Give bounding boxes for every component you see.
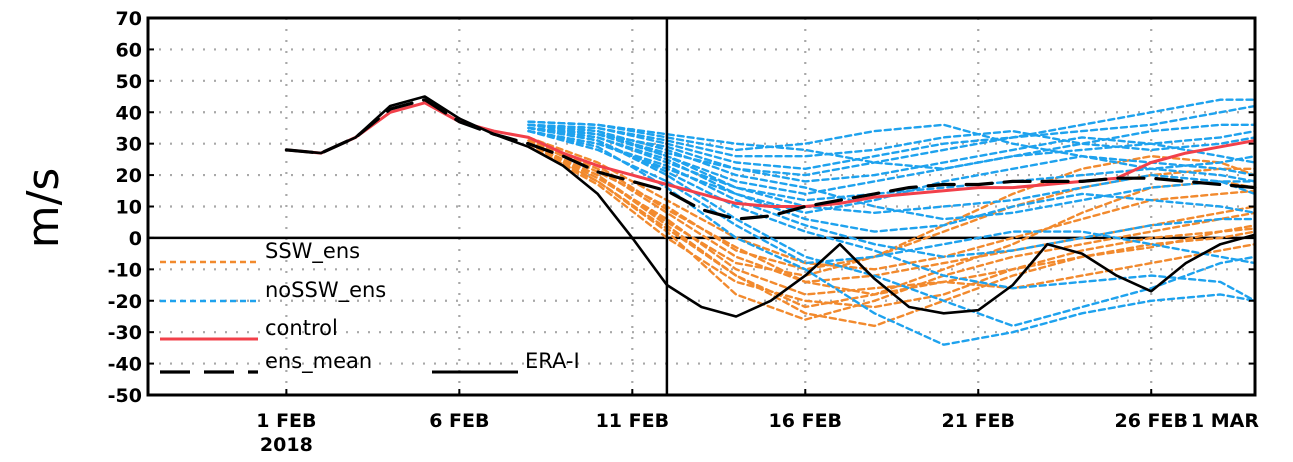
series-line-control (284, 101, 1257, 208)
y-tick-label: -10 (108, 259, 142, 281)
series-line-nossw-ens (527, 126, 1257, 202)
legend-label: SSW_ens (265, 239, 360, 264)
series-line-ssw-ens (527, 145, 1257, 309)
series-line-nossw-ens (527, 129, 1257, 346)
series-line-ssw-ens (527, 142, 1257, 309)
y-tick-label: -40 (108, 354, 142, 376)
series-line-nossw-ens (527, 129, 1257, 265)
series-line-nossw-ens (527, 123, 1257, 158)
series-line-ssw-ens (527, 142, 1257, 296)
legend-label: ens_mean (265, 349, 372, 374)
series-line-ssw-ens (527, 142, 1257, 277)
series-line-nossw-ens (527, 126, 1257, 183)
y-tick-label: -20 (108, 291, 142, 313)
series-line-nossw-ens (527, 120, 1257, 170)
y-tick-label: -30 (108, 322, 142, 344)
series-line-nossw-ens (527, 98, 1257, 177)
y-tick-label: 70 (116, 8, 142, 30)
series-line-nossw-ens (527, 123, 1257, 221)
x-tick-label: 6 FEB (429, 410, 489, 432)
series-layer (284, 95, 1257, 346)
x-tick-label: 1 FEB (256, 410, 316, 432)
series-line-nossw-ens (527, 126, 1257, 302)
x-tick-label: 21 FEB (942, 410, 1016, 432)
y-tick-label: 40 (116, 102, 142, 124)
y-axis-ticks: 70 60 50 40 30 20 10 0 -10 -20 -30 -40 -50 (108, 8, 1255, 407)
series-line-ssw-ens (527, 139, 1257, 284)
series-line-nossw-ens (527, 104, 1257, 170)
series-line-ssw-ens (527, 142, 1257, 328)
legend-label: control (265, 316, 338, 340)
series-line-nossw-ens (527, 126, 1257, 233)
y-axis-label: m/s (18, 168, 69, 249)
x-tick-label: 1 MAR (1191, 410, 1259, 432)
legend-label: ERA-I (525, 349, 580, 373)
series-line-ssw-ens (527, 145, 1257, 321)
y-tick-label: 30 (116, 134, 142, 156)
y-tick-label: 60 (116, 39, 142, 61)
series-line-ens-mean (284, 98, 1257, 221)
y-tick-label: -50 (108, 385, 142, 407)
x-tick-label: 26 FEB (1114, 410, 1188, 432)
y-tick-label: 10 (116, 197, 142, 219)
series-line-nossw-ens (527, 126, 1257, 328)
legend-label: noSSW_ens (265, 278, 386, 303)
x-tick-sublabel: 2018 (260, 434, 313, 456)
y-tick-label: 50 (116, 71, 142, 93)
x-tick-label: 11 FEB (596, 410, 670, 432)
series-line-nossw-ens (527, 123, 1257, 214)
series-line-nossw-ens (527, 120, 1257, 183)
y-tick-label: 0 (129, 228, 142, 250)
x-tick-label: 16 FEB (769, 410, 843, 432)
series-line-ssw-ens (527, 139, 1257, 271)
series-line-era-i (285, 95, 1257, 318)
y-tick-label: 20 (116, 165, 142, 187)
